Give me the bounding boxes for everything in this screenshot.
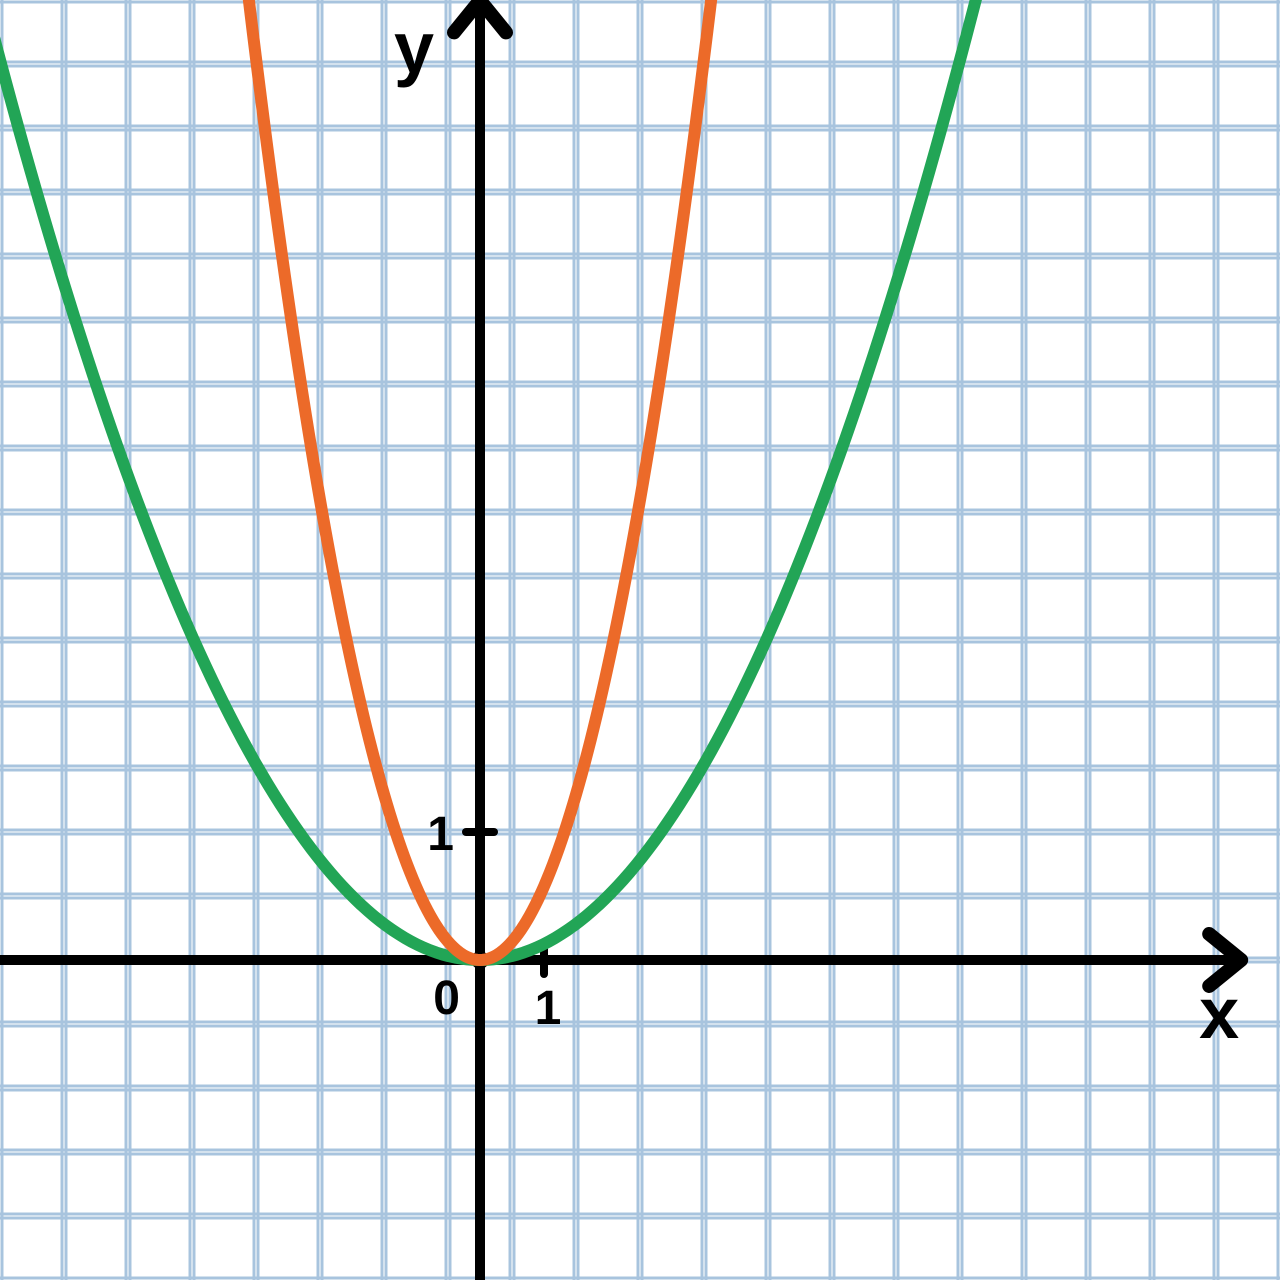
y-tick-1-label: 1 [427,808,454,861]
y-axis-label: y [394,8,434,88]
curves [0,0,979,960]
parabola-green [0,0,979,960]
x-tick-1-label: 1 [535,982,562,1035]
origin-label: 0 [433,972,460,1025]
axes [0,0,1241,1280]
chart-svg: y x 0 1 1 [0,0,1280,1280]
x-axis-label: x [1199,974,1239,1054]
parabola-chart: y x 0 1 1 [0,0,1280,1280]
